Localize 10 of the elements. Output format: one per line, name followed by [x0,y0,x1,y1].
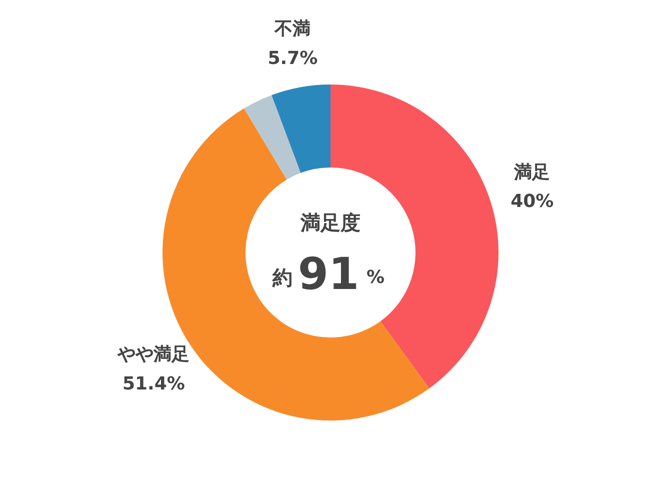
slice-label: 満足 [513,162,550,183]
slice-label: 不満 [274,18,311,40]
slice-label: やや満足 [116,344,190,366]
data-label: 40% [510,191,554,212]
text: % [366,267,385,288]
data-label: 51.4% [122,374,185,395]
text: 満足度 [300,210,360,234]
text: 約 [272,266,292,290]
text: 91 [298,249,360,300]
data-label: 5.7% [268,48,318,70]
